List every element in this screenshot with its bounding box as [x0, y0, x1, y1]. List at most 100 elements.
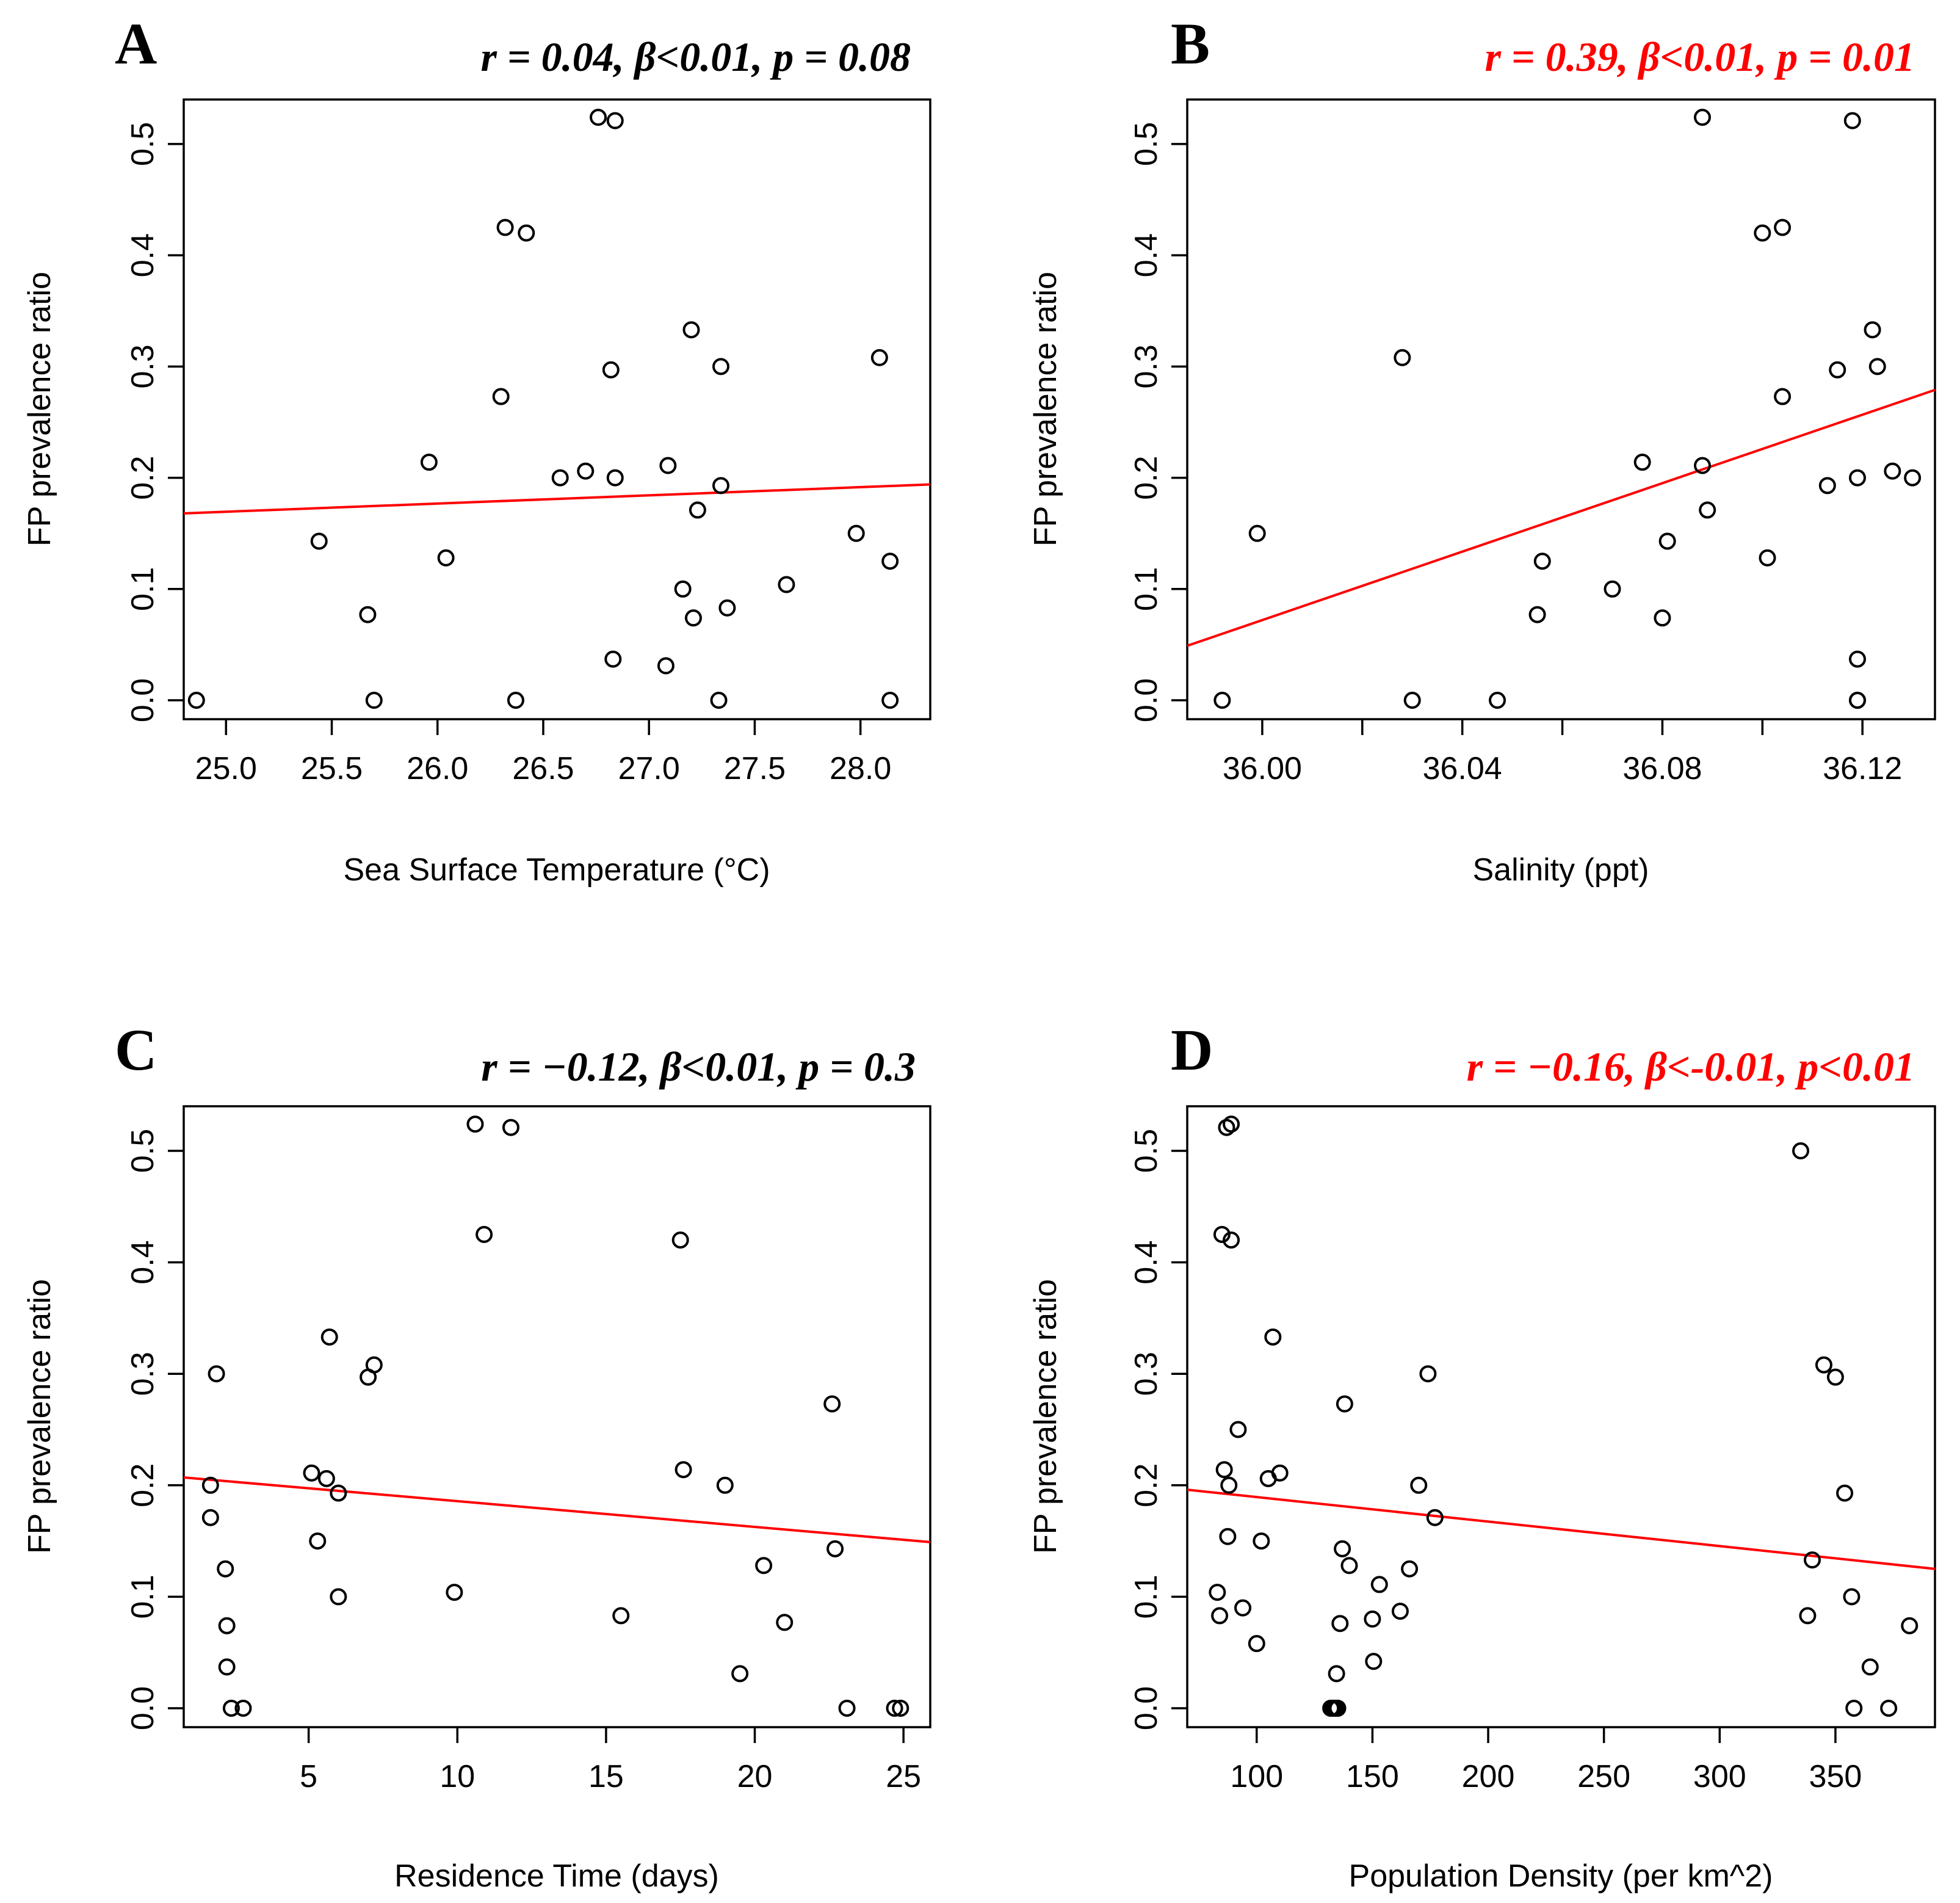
fit-line-group	[1187, 1488, 1936, 1570]
y-tick-label: 0.0	[1129, 1686, 1164, 1730]
data-point	[1826, 1368, 1844, 1386]
data-point	[674, 580, 692, 598]
x-tick-label: 300	[1693, 1759, 1746, 1794]
data-point	[234, 1699, 252, 1717]
data-point	[712, 358, 730, 375]
data-point	[1829, 361, 1846, 379]
data-point	[659, 457, 677, 474]
x-axis: 36.00 36.04 36.08 36.12	[1223, 719, 1902, 786]
data-point	[1864, 321, 1881, 339]
data-point	[201, 1509, 219, 1526]
plot-frame	[1186, 98, 1936, 720]
data-point	[1884, 462, 1901, 480]
data-point	[365, 1356, 383, 1374]
data-point	[870, 349, 888, 366]
panel-d: D r = −0.16, β<-0.01, p<0.01 100 150 200 25…	[1028, 1017, 1936, 1894]
panel-b: B r = 0.39, β<0.01, p = 0.01 36.00 36.04 3…	[1028, 11, 1936, 888]
data-point	[1774, 219, 1792, 236]
data-point	[1880, 1699, 1898, 1717]
y-tick-label: 0.4	[1129, 1240, 1164, 1284]
data-point	[674, 1461, 692, 1479]
data-point	[1528, 606, 1546, 623]
data-point	[718, 599, 736, 617]
data-point	[1328, 1665, 1345, 1683]
data-point	[222, 1699, 240, 1717]
x-tick-label: 25.5	[301, 751, 363, 786]
x-tick-label: 27.5	[724, 751, 786, 786]
x-tick-label: 100	[1230, 1759, 1283, 1794]
data-point	[847, 524, 865, 542]
x-axis-label: Salinity (ppt)	[1473, 852, 1649, 888]
data-point	[778, 576, 795, 593]
data-point	[1803, 1551, 1821, 1569]
data-point	[1340, 1557, 1358, 1575]
x-tick-label: 5	[300, 1759, 317, 1794]
data-point	[689, 501, 706, 519]
points-group	[187, 109, 899, 709]
data-point	[1215, 1461, 1233, 1479]
y-tick-label: 0.1	[1129, 1575, 1164, 1618]
data-point	[682, 321, 700, 339]
data-point	[1419, 1365, 1437, 1383]
data-point	[1699, 501, 1716, 519]
y-tick-label: 0.1	[125, 567, 161, 611]
data-point	[1370, 1576, 1388, 1593]
plot-frame	[183, 1105, 931, 1728]
data-point	[507, 692, 524, 709]
plot-frame	[183, 98, 931, 720]
x-tick-label: 150	[1346, 1759, 1399, 1794]
data-point	[1211, 1607, 1229, 1625]
y-tick-label: 0.1	[125, 1575, 161, 1618]
y-tick-label: 0.5	[1129, 1129, 1164, 1173]
data-point	[446, 1584, 463, 1601]
data-point	[1264, 1328, 1282, 1346]
x-tick-label: 36.04	[1423, 751, 1502, 786]
x-axis: 5 10 15 20 25	[300, 1727, 921, 1794]
data-point	[1331, 1615, 1349, 1633]
data-point	[518, 224, 535, 242]
fit-line-group	[1187, 388, 1936, 647]
data-point	[1799, 1607, 1817, 1625]
data-point	[217, 1560, 234, 1578]
data-point	[208, 1365, 225, 1383]
data-point	[1868, 358, 1886, 375]
data-point	[712, 477, 730, 495]
y-tick-label: 0.3	[1129, 1352, 1164, 1396]
data-point	[502, 1118, 519, 1136]
data-point	[1843, 112, 1861, 129]
data-point	[1213, 1225, 1231, 1243]
data-point	[496, 219, 514, 236]
x-tick-label: 20	[737, 1759, 773, 1794]
data-point	[1533, 553, 1551, 570]
stats-annotation: r = −0.16, β<-0.01, p<0.01	[1467, 1043, 1915, 1090]
x-tick-label: 28.0	[830, 751, 891, 786]
data-point	[1861, 1658, 1879, 1676]
data-point	[1334, 1540, 1351, 1557]
data-point	[310, 532, 328, 550]
data-point	[606, 469, 624, 487]
x-tick-label: 15	[588, 1759, 624, 1794]
x-tick-label: 25	[886, 1759, 921, 1794]
y-axis: 0.0 0.1 0.2 0.3 0.4 0.5	[125, 1129, 184, 1730]
data-point	[1843, 1588, 1861, 1606]
data-point	[1213, 692, 1231, 709]
data-point	[1391, 1603, 1409, 1620]
data-point	[606, 112, 624, 129]
x-tick-label: 25.0	[195, 751, 257, 786]
data-point	[187, 692, 205, 709]
y-axis: 0.0 0.1 0.2 0.3 0.4 0.5	[125, 122, 184, 722]
data-point	[201, 1476, 219, 1494]
data-point	[1410, 1476, 1428, 1494]
panel-letter: D	[1171, 1017, 1213, 1082]
y-tick-label: 0.1	[1129, 567, 1164, 611]
data-point	[437, 549, 455, 567]
data-point	[317, 1470, 335, 1487]
y-axis: 0.0 0.1 0.2 0.3 0.4 0.5	[1129, 122, 1187, 722]
points-group	[1209, 1115, 1918, 1717]
y-axis-label: FP prevalence ratio	[22, 272, 57, 546]
data-point	[1426, 1509, 1444, 1526]
y-tick-label: 0.4	[125, 1240, 161, 1284]
data-point	[1658, 532, 1676, 550]
data-point	[1209, 1584, 1226, 1601]
y-axis-label: FP prevalence ratio	[22, 1279, 57, 1554]
